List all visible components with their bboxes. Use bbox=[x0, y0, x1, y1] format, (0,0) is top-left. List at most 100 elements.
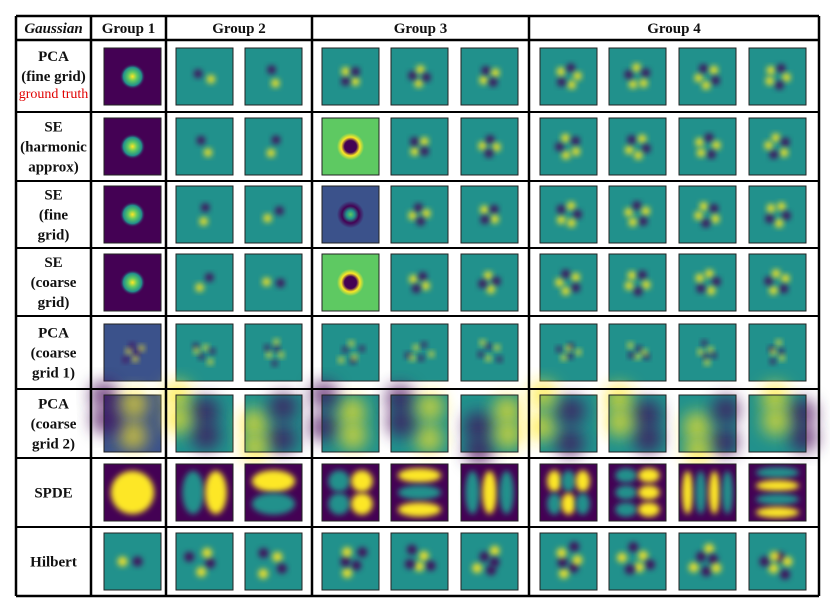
row-label: grid) bbox=[38, 228, 70, 244]
image-frame bbox=[748, 532, 807, 591]
image-frame bbox=[539, 394, 598, 453]
image-frame bbox=[103, 47, 162, 106]
image-frame bbox=[390, 532, 449, 591]
image-frame bbox=[175, 47, 234, 106]
image-frame bbox=[748, 394, 807, 453]
image-frame bbox=[678, 463, 737, 522]
image-frame bbox=[608, 532, 667, 591]
image-frame bbox=[460, 253, 519, 312]
image-frame bbox=[103, 394, 162, 453]
image-frame bbox=[244, 532, 303, 591]
image-frame bbox=[390, 253, 449, 312]
image-frame bbox=[748, 185, 807, 244]
image-frame bbox=[748, 323, 807, 382]
image-frame bbox=[321, 253, 380, 312]
image-frame bbox=[748, 47, 807, 106]
image-frame bbox=[321, 47, 380, 106]
image-frame bbox=[608, 117, 667, 176]
image-frame bbox=[175, 253, 234, 312]
image-frame bbox=[748, 117, 807, 176]
image-frame bbox=[608, 47, 667, 106]
image-frame bbox=[244, 323, 303, 382]
image-frame bbox=[390, 117, 449, 176]
image-frame bbox=[460, 323, 519, 382]
group-header: Group 1 bbox=[102, 21, 156, 37]
image-frame bbox=[175, 463, 234, 522]
image-frame bbox=[244, 117, 303, 176]
image-frame bbox=[390, 185, 449, 244]
image-frame bbox=[103, 117, 162, 176]
image-frame bbox=[321, 532, 380, 591]
image-frame bbox=[748, 253, 807, 312]
row-label: (coarse bbox=[31, 346, 77, 362]
image-frame bbox=[608, 185, 667, 244]
image-frame bbox=[390, 323, 449, 382]
image-frame bbox=[678, 47, 737, 106]
row-label: SE bbox=[44, 120, 62, 136]
image-frame bbox=[321, 463, 380, 522]
image-frame bbox=[390, 394, 449, 453]
row-label: grid 2) bbox=[32, 437, 75, 453]
image-frame bbox=[608, 323, 667, 382]
image-frame bbox=[460, 47, 519, 106]
image-frame bbox=[678, 253, 737, 312]
image-frame bbox=[460, 532, 519, 591]
image-frame bbox=[244, 47, 303, 106]
image-frame bbox=[539, 463, 598, 522]
image-frame bbox=[678, 185, 737, 244]
image-frame bbox=[460, 394, 519, 453]
image-frame bbox=[608, 394, 667, 453]
image-frame bbox=[321, 117, 380, 176]
image-frame bbox=[321, 185, 380, 244]
image-frame bbox=[103, 532, 162, 591]
row-label: (coarse bbox=[31, 417, 77, 433]
row-label: SPDE bbox=[34, 486, 72, 502]
row-label: grid 1) bbox=[32, 366, 75, 382]
image-frame bbox=[244, 394, 303, 453]
image-frame bbox=[244, 185, 303, 244]
image-frame bbox=[539, 47, 598, 106]
image-frame bbox=[539, 117, 598, 176]
image-frame bbox=[175, 394, 234, 453]
image-frame bbox=[608, 253, 667, 312]
image-frame bbox=[460, 117, 519, 176]
image-frame bbox=[678, 117, 737, 176]
image-frame bbox=[103, 323, 162, 382]
image-frame bbox=[103, 185, 162, 244]
image-frame bbox=[539, 532, 598, 591]
image-frame bbox=[539, 253, 598, 312]
row-label: grid) bbox=[38, 295, 70, 311]
image-frame bbox=[678, 323, 737, 382]
image-frame bbox=[321, 323, 380, 382]
image-frame bbox=[678, 532, 737, 591]
image-frame bbox=[390, 463, 449, 522]
group-header: Group 3 bbox=[394, 21, 448, 37]
image-frame bbox=[539, 323, 598, 382]
image-frame bbox=[390, 47, 449, 106]
row-label: PCA bbox=[38, 326, 69, 342]
row-label: (coarse bbox=[31, 275, 77, 291]
row-label: (harmonic bbox=[20, 140, 87, 156]
image-frame bbox=[175, 323, 234, 382]
row-label: (fine grid) bbox=[21, 69, 86, 85]
image-frame bbox=[748, 463, 807, 522]
image-frame bbox=[244, 253, 303, 312]
image-frame bbox=[460, 463, 519, 522]
image-frame bbox=[175, 185, 234, 244]
row-label: PCA bbox=[38, 397, 69, 413]
group-header: Group 4 bbox=[647, 21, 701, 37]
row-label: SE bbox=[44, 188, 62, 204]
image-frame bbox=[175, 117, 234, 176]
group-header: Group 2 bbox=[212, 21, 266, 37]
image-frame bbox=[539, 185, 598, 244]
image-frame bbox=[460, 185, 519, 244]
row-label: SE bbox=[44, 255, 62, 271]
image-frame bbox=[608, 463, 667, 522]
row-label: PCA bbox=[38, 49, 69, 65]
row-label: Hilbert bbox=[30, 555, 77, 571]
image-frame bbox=[244, 463, 303, 522]
ground-truth-note: ground truth bbox=[19, 87, 89, 102]
row-label: (fine bbox=[39, 208, 69, 224]
